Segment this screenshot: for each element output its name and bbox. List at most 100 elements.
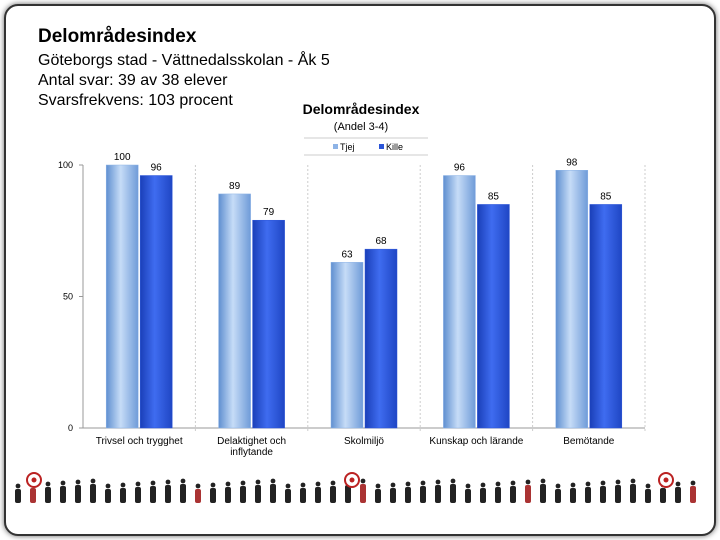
figure-body xyxy=(570,488,576,503)
slide-subtitle: Göteborgs stad - Vättnedalsskolan - Åk 5 xyxy=(38,52,330,69)
data-label: 85 xyxy=(488,191,500,202)
figure-head xyxy=(615,479,621,485)
data-label: 89 xyxy=(229,181,241,192)
target-icon xyxy=(663,477,669,483)
figure-head xyxy=(240,480,246,486)
figure-head xyxy=(270,478,276,484)
figure-body xyxy=(345,485,351,503)
bar xyxy=(218,193,251,429)
figure-body xyxy=(105,489,111,503)
figure-head xyxy=(645,483,651,489)
figure-body xyxy=(195,489,201,503)
legend-swatch xyxy=(333,144,338,149)
figure-head xyxy=(195,483,201,489)
figure-head xyxy=(525,479,531,485)
figure-head xyxy=(630,478,636,484)
x-tick-label: Delaktighet och inflytande xyxy=(217,436,287,458)
figure-head xyxy=(375,483,381,489)
figure-body xyxy=(180,484,186,503)
figure-body xyxy=(405,487,411,503)
bar xyxy=(105,164,139,429)
figure-head xyxy=(450,478,456,484)
figure-body xyxy=(135,487,141,503)
figure-head xyxy=(585,481,591,487)
footer-decoration xyxy=(15,472,696,503)
figure-head xyxy=(555,483,561,489)
legend-swatch xyxy=(379,144,384,149)
bar xyxy=(364,248,398,429)
figure-head xyxy=(225,481,231,487)
figure-body xyxy=(615,485,621,503)
figure-body xyxy=(330,486,336,503)
figure-body xyxy=(480,488,486,503)
figure-body xyxy=(390,488,396,503)
figure-body xyxy=(585,487,591,503)
figure-body xyxy=(15,489,21,503)
figure-head xyxy=(690,480,696,486)
legend-label: Kille xyxy=(386,142,403,152)
figure-head xyxy=(255,479,261,485)
data-label: 68 xyxy=(375,236,387,247)
figure-body xyxy=(540,484,546,503)
figure-body xyxy=(435,485,441,503)
figure-head xyxy=(165,479,171,485)
figure-body xyxy=(315,487,321,503)
slide-subtitle: Svarsfrekvens: 103 procent xyxy=(38,92,233,109)
target-icon xyxy=(31,477,37,483)
x-tick-label: Trivsel och trygghet xyxy=(95,436,183,447)
figure-body xyxy=(675,487,681,503)
slide-subtitle: Antal svar: 39 av 38 elever xyxy=(38,72,228,89)
figure-body xyxy=(120,488,126,503)
figure-head xyxy=(180,478,186,484)
figure-head xyxy=(135,481,141,487)
figure-body xyxy=(645,489,651,503)
figure-head xyxy=(210,482,216,488)
figure-head xyxy=(330,480,336,486)
figure-body xyxy=(240,486,246,503)
figure-body xyxy=(75,485,81,503)
figure-head xyxy=(300,482,306,488)
figure-body xyxy=(30,488,36,503)
figure-body xyxy=(420,486,426,503)
figure-body xyxy=(60,486,66,503)
figure-head xyxy=(45,481,51,487)
figure-body xyxy=(90,484,96,503)
chart-subtitle: (Andel 3-4) xyxy=(334,121,388,133)
figure-body xyxy=(525,485,531,503)
data-label: 100 xyxy=(114,152,131,163)
data-label: 85 xyxy=(600,191,612,202)
figure-head xyxy=(540,478,546,484)
y-tick-label: 50 xyxy=(63,292,73,302)
bar xyxy=(252,219,285,429)
figure-head xyxy=(570,482,576,488)
figure-body xyxy=(300,488,306,503)
figure-head xyxy=(600,480,606,486)
data-label: 79 xyxy=(263,207,275,218)
figure-head xyxy=(510,480,516,486)
figure-body xyxy=(555,489,561,503)
data-label: 96 xyxy=(454,163,466,174)
target-icon xyxy=(349,477,355,483)
figure-head xyxy=(75,479,81,485)
x-tick-label: Skolmiljö xyxy=(343,436,384,447)
slide-title: Delområdesindex xyxy=(38,26,197,47)
figure-body xyxy=(150,486,156,503)
x-tick-label: Bemötande xyxy=(563,436,615,447)
figure-head xyxy=(285,483,291,489)
y-tick-label: 0 xyxy=(68,423,73,433)
figure-body xyxy=(375,489,381,503)
figure-body xyxy=(210,488,216,503)
data-label: 63 xyxy=(341,249,353,260)
bar xyxy=(477,204,510,429)
figure-body xyxy=(45,487,51,503)
figure-head xyxy=(15,483,21,489)
figure-head xyxy=(465,483,471,489)
figure-body xyxy=(690,486,696,503)
figure-head xyxy=(390,482,396,488)
figure-head xyxy=(60,480,66,486)
figure-body xyxy=(225,487,231,503)
y-tick-label: 100 xyxy=(58,160,73,170)
figure-head xyxy=(90,478,96,484)
bar xyxy=(139,175,173,429)
data-label: 98 xyxy=(566,157,578,168)
